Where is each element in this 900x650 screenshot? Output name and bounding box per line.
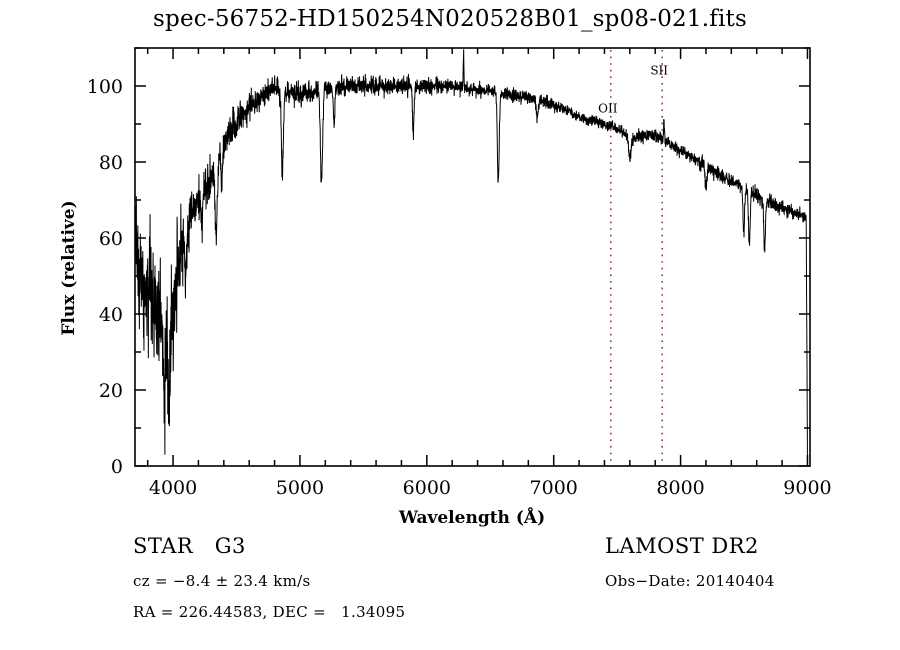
footer-right-block: LAMOST DR2 Obs−Date: 20140404 <box>605 534 885 603</box>
line-marker-label-group: OII SII <box>598 64 668 116</box>
x-tick-label: 7000 <box>530 477 578 499</box>
x-tick-label: 5000 <box>276 477 324 499</box>
line-marker-label-sii: SII <box>650 64 668 78</box>
page-title: spec-56752-HD150254N020528B01_sp08-021.f… <box>153 6 747 32</box>
x-axis-title: Wavelength (Å) <box>398 506 545 528</box>
y-tick-label: 80 <box>99 152 123 174</box>
x-tick-label-group: 4000 5000 6000 7000 8000 9000 <box>149 477 832 499</box>
survey-name: LAMOST DR2 <box>605 534 759 558</box>
y-tick-label-group: 0 20 40 60 80 100 <box>87 76 123 478</box>
spectrum-trace-group <box>135 49 809 461</box>
line-marker-group <box>610 50 663 465</box>
y-tick-label: 0 <box>111 456 123 478</box>
spectrum-trace <box>135 49 809 461</box>
object-type-class: STAR G3 <box>133 534 246 558</box>
footer-left-block: STAR G3 cz = −8.4 ± 23.4 km/s RA = 226.4… <box>133 534 563 634</box>
observation-date: Obs−Date: 20140404 <box>605 572 775 590</box>
y-axis-title: Flux (relative) <box>59 200 79 335</box>
line-marker-label-oii: OII <box>598 102 618 116</box>
sky-coordinates: RA = 226.44583, DEC = 1.34095 <box>133 603 406 621</box>
x-tick-label: 9000 <box>783 477 831 499</box>
y-tick-label: 20 <box>99 380 123 402</box>
x-tick-label: 8000 <box>656 477 704 499</box>
plot-frame-group <box>134 47 811 467</box>
x-tick-label: 6000 <box>403 477 451 499</box>
redshift-velocity: cz = −8.4 ± 23.4 km/s <box>133 572 311 590</box>
y-tick-label: 60 <box>99 228 123 250</box>
y-tick-label: 100 <box>87 76 123 98</box>
x-tick-label: 4000 <box>149 477 197 499</box>
y-tick-label: 40 <box>99 304 123 326</box>
